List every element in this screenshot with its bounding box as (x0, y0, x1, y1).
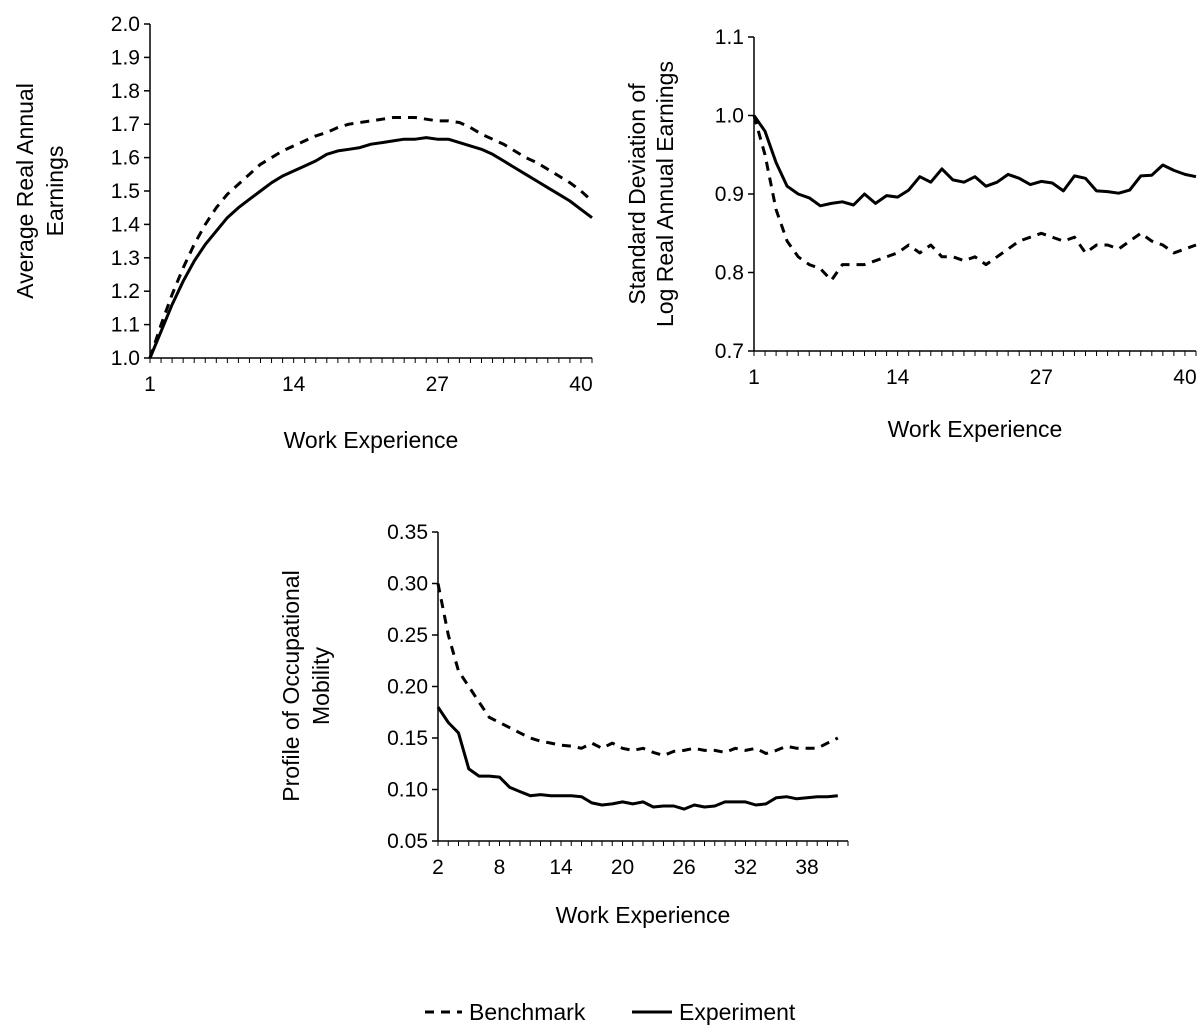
series-line-experiment (436, 706, 838, 811)
y-tick-label: 0.10 (387, 779, 428, 802)
legend-experiment-label: Experiment (679, 999, 796, 1025)
x-tick-label: 26 (672, 856, 695, 879)
x-tick-label: 20 (611, 856, 634, 879)
y-axis-title-line: Earnings (42, 146, 68, 237)
y-tick-label: 2.0 (111, 13, 140, 36)
y-tick-label: 0.30 (387, 573, 428, 596)
x-tick-label: 1 (748, 366, 760, 389)
series-line-benchmark (752, 115, 1197, 282)
chart-std-dev-log-earnings: 0.7 0.8 0.9 1.0 1.1 1 14 27 40 Work Experience Sta… (624, 26, 1197, 442)
y-tick-label: 1.6 (111, 147, 140, 170)
y-tick-label: 1.7 (111, 113, 140, 136)
y-tick-label: 1.3 (111, 247, 140, 270)
y-axis-title-line: Log Real Annual Earnings (652, 61, 678, 327)
y-tick-label: 0.15 (387, 727, 428, 750)
y-tick-label: 1.8 (111, 80, 140, 103)
y-tick-label: 0.05 (387, 830, 428, 853)
x-tick-label: 1 (144, 373, 156, 396)
x-tick-label: 40 (569, 373, 592, 396)
y-axis-title-line: Standard Deviation of (624, 83, 650, 305)
y-tick-label: 0.25 (387, 624, 428, 647)
y-tick-label: 1.1 (111, 314, 140, 337)
series-line-experiment (752, 114, 1197, 208)
y-axis-title-line: Average Real Annual (12, 83, 38, 299)
x-tick-label: 27 (426, 373, 449, 396)
y-tick-label: 0.35 (387, 521, 428, 544)
x-tick-label: 14 (549, 856, 573, 879)
y-tick-label: 1.5 (111, 180, 140, 203)
y-tick-label: 0.7 (715, 340, 744, 363)
chart-average-real-annual-earnings: 1.0 1.1 1.2 1.3 1.4 1.5 1.6 1.7 1.8 1.9 2.0 1 14 27 40… (12, 13, 594, 453)
y-tick-label: 1.1 (715, 26, 744, 49)
y-tick-label: 1.4 (111, 213, 141, 236)
legend-benchmark-label: Benchmark (469, 999, 586, 1025)
y-tick-label: 0.20 (387, 676, 428, 699)
y-axis-title-line: Mobility (308, 647, 334, 725)
y-axis-title-line: Profile of Occupational (278, 570, 304, 801)
chart-occupational-mobility: 0.05 0.10 0.15 0.20 0.25 0.30 0.35 2 8 14 20 26 32 38… (278, 521, 849, 928)
x-tick-label: 8 (494, 856, 506, 879)
series-line-benchmark (436, 583, 839, 757)
legend: Benchmark Experiment (425, 999, 796, 1025)
x-tick-label: 14 (886, 366, 910, 389)
x-tick-label: 27 (1030, 366, 1053, 389)
series-line-benchmark (148, 116, 594, 359)
x-tick-label: 32 (734, 856, 757, 879)
y-tick-label: 0.8 (715, 262, 744, 285)
y-tick-label: 1.0 (715, 105, 744, 128)
x-tick-label: 14 (282, 373, 306, 396)
x-tick-label: 2 (432, 856, 444, 879)
x-axis-title: Work Experience (556, 902, 731, 928)
y-tick-label: 1.0 (111, 347, 140, 370)
y-tick-label: 1.9 (111, 46, 140, 69)
series-line-experiment (148, 136, 593, 359)
x-axis-title: Work Experience (888, 416, 1063, 442)
x-axis-title: Work Experience (284, 427, 459, 453)
x-tick-label: 38 (795, 856, 818, 879)
y-tick-label: 0.9 (715, 183, 744, 206)
x-tick-label: 40 (1173, 366, 1196, 389)
y-tick-label: 1.2 (111, 280, 140, 303)
